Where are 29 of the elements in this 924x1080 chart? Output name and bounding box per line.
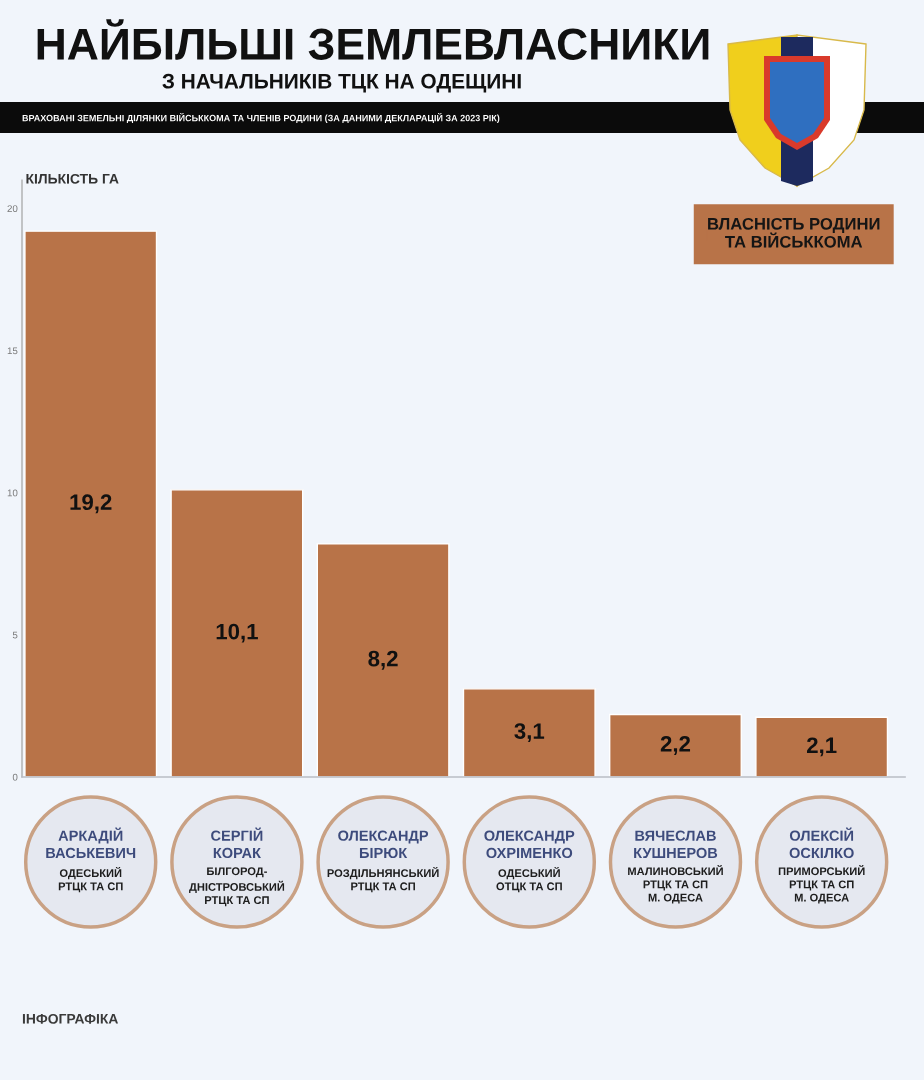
bar bbox=[755, 716, 889, 777]
y-axis-title: КІЛЬКІСТЬ ГА bbox=[26, 173, 119, 184]
y-tick-label: 20 bbox=[7, 205, 18, 213]
bar bbox=[170, 489, 304, 777]
data-label: 2,1 bbox=[807, 737, 837, 757]
text: ІНФОГРАФІКА bbox=[22, 1013, 119, 1024]
text: ВЛАСНІСТЬ РОДИНИ ТА ВІЙСЬККОМА bbox=[708, 217, 880, 248]
chart-title: НАЙБІЛЬШІ ЗЕМЛЕВЛАСНИКИ bbox=[37, 19, 709, 60]
bar bbox=[24, 230, 158, 777]
x-tick-label: ОЛЕКСАНДР БІРЮК РОЗДІЛЬНЯНСЬКИЙ РТЦК ТА СП bbox=[327, 830, 439, 893]
text: ВРАХОВАНІ ЗЕМЕЛЬНІ ДІЛЯНКИ ВІЙСЬККОМА ТА ЧЛЕНІВ РОДИНИ (ЗА ДАНИМИ ДЕКЛАРАЦІЙ ЗА 2023 РІК) bbox=[22, 112, 500, 124]
x-tick-label: ВЯЧЕСЛАВ КУШНЕРОВ МАЛИНОВСЬКИЙ РТЦК ТА СП М. ОДЕСА bbox=[628, 830, 723, 904]
y-tick-label: 0 bbox=[12, 773, 18, 781]
bar bbox=[462, 688, 596, 777]
x-tick-label: СЕРГІЙ КОРАК БІЛГОРОД- ДНІСТРОВСЬКИЙ РТЦК ТА СП bbox=[189, 827, 285, 907]
data-label: 2,2 bbox=[660, 735, 691, 755]
data-label: 3,1 bbox=[514, 723, 545, 743]
bar bbox=[316, 543, 450, 777]
x-tick-label: ОЛЕКСІЙ ОСКІЛКО ПРИМОРСЬКИЙ РТЦК ТА СП М. ОДЕСА bbox=[778, 827, 865, 904]
bar bbox=[608, 713, 742, 777]
chart-subtitle: З НАЧАЛЬНИКІВ ТЦК НА ОДЕЩИНІ bbox=[162, 73, 521, 93]
y-tick-label: 15 bbox=[7, 347, 18, 355]
data-label: 8,2 bbox=[368, 650, 398, 670]
x-tick-label: АРКАДІЙ ВАСЬКЕВИЧ ОДЕСЬКИЙ РТЦК ТА СП bbox=[46, 827, 136, 893]
data-label: 19,2 bbox=[70, 494, 112, 514]
y-tick-label: 5 bbox=[12, 631, 18, 639]
y-tick-label: 10 bbox=[7, 489, 18, 497]
data-label: 10,1 bbox=[216, 623, 258, 643]
x-tick-label: ОЛЕКСАНДР ОХРІМЕНКО ОДЕСЬКИЙ ОТЦК ТА СП bbox=[484, 830, 575, 893]
